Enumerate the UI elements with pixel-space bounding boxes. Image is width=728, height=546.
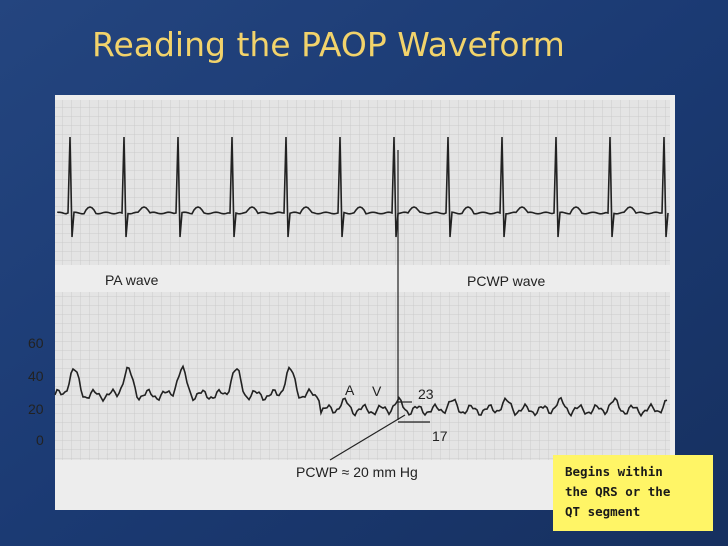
scale-label: 20 [28,401,44,417]
callout-box [553,455,713,531]
callout-line: QT segment [565,504,640,519]
ecg-strip [55,100,670,265]
scale-label: 0 [36,432,44,448]
low-label: 17 [432,428,448,444]
callout-line: Begins within [565,464,663,479]
caption: PCWP ≈ 20 mm Hg [296,464,418,480]
pressure-strip [55,292,670,460]
scale-label: 40 [28,368,44,384]
v-wave-label: V [372,383,382,399]
callout-line: the QRS or the [565,484,671,499]
a-wave-label: A [345,382,355,398]
slide-title: Reading the PAOP Waveform [92,25,565,64]
pressure-trace [54,364,668,418]
pcwp-wave-label: PCWP wave [467,273,546,289]
high-label: 23 [418,386,434,402]
ecg-trace [57,136,669,238]
scale-label: 60 [28,335,44,351]
pa-wave-label: PA wave [105,272,159,288]
pointer-line [329,414,406,461]
